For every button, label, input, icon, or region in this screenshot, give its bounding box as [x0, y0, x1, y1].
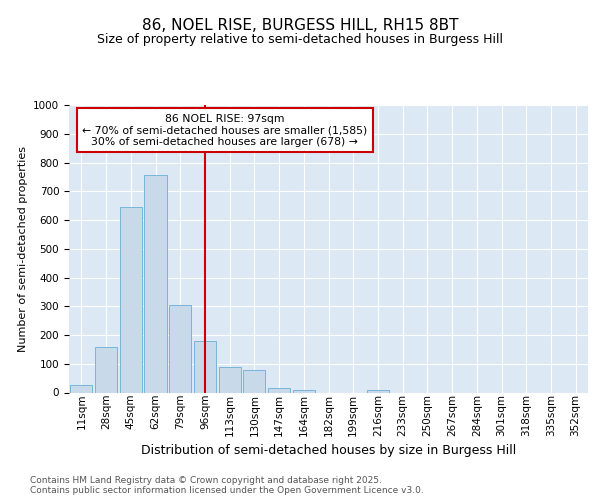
Bar: [367, 390, 389, 392]
Bar: [194, 341, 216, 392]
Bar: [268, 388, 290, 392]
Bar: [95, 346, 117, 393]
Bar: [218, 366, 241, 392]
Bar: [169, 305, 191, 392]
Bar: [70, 386, 92, 392]
Bar: [293, 390, 315, 392]
Y-axis label: Number of semi-detached properties: Number of semi-detached properties: [17, 146, 28, 352]
Text: Contains HM Land Registry data © Crown copyright and database right 2025.
Contai: Contains HM Land Registry data © Crown c…: [30, 476, 424, 495]
Text: 86 NOEL RISE: 97sqm
← 70% of semi-detached houses are smaller (1,585)
30% of sem: 86 NOEL RISE: 97sqm ← 70% of semi-detach…: [82, 114, 367, 147]
Bar: [145, 176, 167, 392]
Bar: [243, 370, 265, 392]
X-axis label: Distribution of semi-detached houses by size in Burgess Hill: Distribution of semi-detached houses by …: [141, 444, 516, 458]
Text: 86, NOEL RISE, BURGESS HILL, RH15 8BT: 86, NOEL RISE, BURGESS HILL, RH15 8BT: [142, 18, 458, 32]
Bar: [119, 207, 142, 392]
Text: Size of property relative to semi-detached houses in Burgess Hill: Size of property relative to semi-detach…: [97, 32, 503, 46]
